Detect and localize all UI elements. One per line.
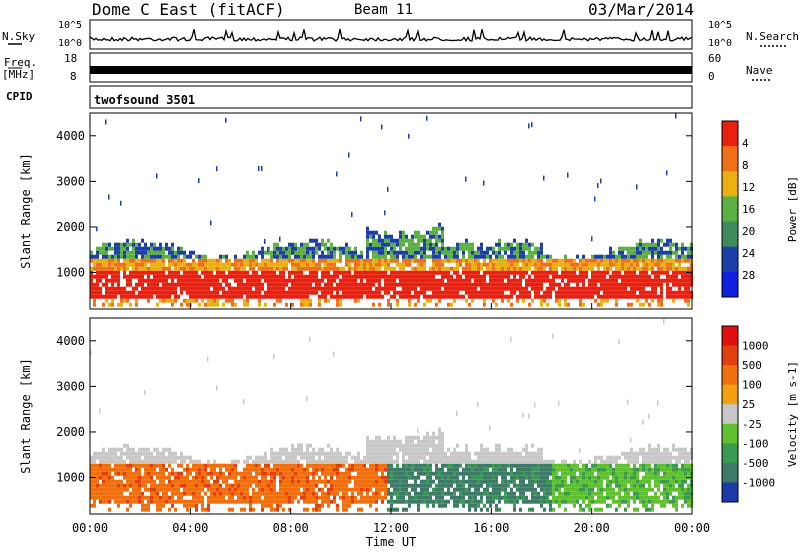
colorbar-swatch — [722, 121, 738, 147]
y-axis-label: Slant Range [km] — [19, 153, 33, 269]
colorbar-tick: 100 — [742, 379, 762, 392]
nave-tick-hi: 60 — [708, 52, 722, 65]
y-tick-label: 3000 — [56, 174, 85, 188]
y-tick-label: 4000 — [56, 334, 85, 348]
x-tick-label: 16:00 — [473, 521, 509, 535]
colorbar-swatch — [722, 326, 738, 347]
colorbar-tick: 16 — [742, 203, 755, 216]
freq-tick-lo: 8 — [70, 70, 77, 83]
freq-trace — [90, 66, 692, 74]
beam-label: Beam 11 — [354, 2, 414, 18]
x-tick-label: 12:00 — [373, 521, 409, 535]
colorbar-tick: -500 — [742, 457, 769, 470]
x-tick-label: 20:00 — [574, 521, 610, 535]
y-axis-label: Slant Range [km] — [19, 358, 33, 474]
colorbar-swatch — [722, 462, 738, 483]
y-tick-label: 2000 — [56, 220, 85, 234]
colorbar-label: Power [dB] — [786, 176, 799, 242]
y-tick-label: 1000 — [56, 471, 85, 485]
nsearch-tick-hi: 10^5 — [708, 20, 733, 31]
nsearch-tick-lo: 10^0 — [708, 38, 733, 49]
colorbar-tick: -25 — [742, 418, 762, 431]
x-axis-label: Time UT — [366, 535, 417, 549]
y-tick-label: 1000 — [56, 266, 85, 280]
y-tick-label: 2000 — [56, 425, 85, 439]
colorbar-swatch — [722, 404, 738, 425]
colorbar-tick: 12 — [742, 181, 755, 194]
colorbar-swatch — [722, 443, 738, 464]
colorbar-swatch — [722, 365, 738, 386]
cpid-label: CPID — [6, 90, 33, 103]
x-tick-label: 04:00 — [172, 521, 208, 535]
colorbar-tick: 24 — [742, 247, 756, 260]
colorbar-swatch — [722, 482, 738, 503]
power-heatmap — [90, 113, 693, 307]
nave-label: Nave — [746, 64, 773, 77]
colorbar-tick: 25 — [742, 398, 755, 411]
velocity-heatmap — [90, 318, 693, 512]
colorbar-swatch — [722, 221, 738, 248]
y-tick-label: 4000 — [56, 129, 85, 143]
x-tick-label: 08:00 — [273, 521, 309, 535]
colorbar-swatch — [722, 345, 738, 366]
nsky-tick-lo: 10^0 — [58, 38, 83, 49]
nsky-trace — [89, 28, 693, 43]
nave-tick-lo: 0 — [708, 70, 715, 83]
colorbar-swatch — [722, 171, 738, 197]
colorbar-swatch — [722, 196, 738, 223]
x-tick-label: 00:00 — [674, 521, 710, 535]
freq-label: Freq. — [4, 56, 38, 69]
colorbar-swatch — [722, 423, 738, 444]
colorbar-swatch — [722, 146, 738, 172]
colorbar-label: Velocity [m s-1] — [786, 361, 799, 467]
cpid-value: twofsound 3501 — [94, 93, 196, 107]
colorbar-tick: -1000 — [742, 476, 775, 489]
nsky-tick-hi: 10^5 — [58, 20, 83, 31]
colorbar-tick: 1000 — [742, 340, 769, 353]
nsky-label: N.Sky — [2, 30, 36, 43]
colorbar-swatch — [722, 384, 738, 405]
date-label: 03/Mar/2014 — [588, 0, 694, 19]
colorbar-tick: 8 — [742, 159, 749, 172]
colorbar-tick: -100 — [742, 437, 769, 450]
freq-unit: [MHz] — [2, 68, 36, 81]
colorbar-tick: 20 — [742, 225, 755, 238]
freq-tick-hi: 18 — [64, 52, 78, 65]
y-tick-label: 3000 — [56, 379, 85, 393]
station-title: Dome C East (fitACF) — [92, 0, 285, 19]
colorbar-tick: 4 — [742, 137, 749, 150]
colorbar-tick: 28 — [742, 269, 755, 282]
colorbar-swatch — [722, 246, 738, 273]
colorbar-tick: 500 — [742, 359, 762, 372]
nsearch-label: N.Search — [746, 30, 799, 43]
x-tick-label: 00:00 — [72, 521, 108, 535]
colorbar-swatch — [722, 271, 738, 298]
